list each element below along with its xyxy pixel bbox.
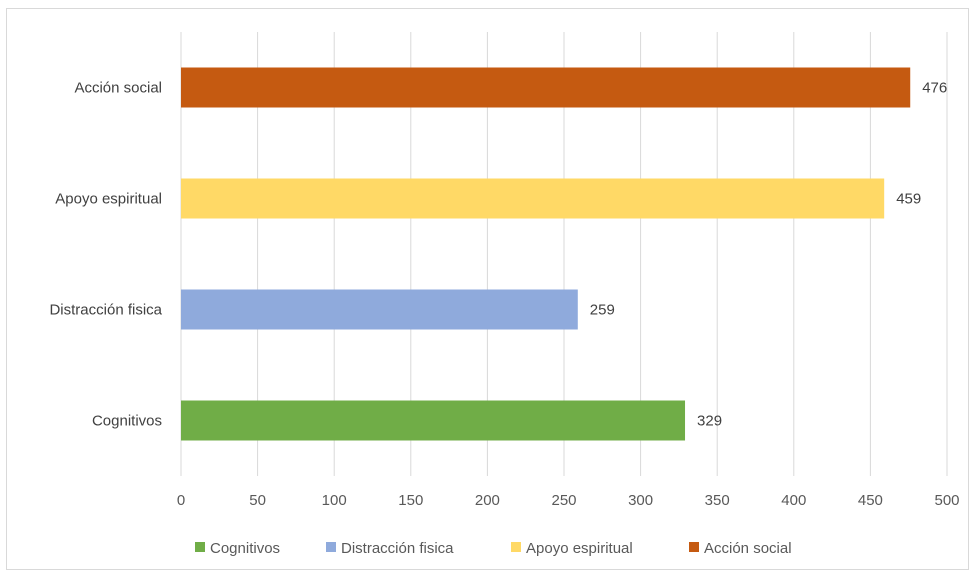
bar [181,400,686,441]
x-tick-label: 0 [177,492,185,509]
x-tick-label: 50 [249,492,266,509]
x-tick-label: 250 [551,492,576,509]
x-tick-label: 350 [705,492,730,509]
bars [181,67,911,441]
category-label: Distracción fisica [49,302,162,319]
x-tick-label: 100 [322,492,347,509]
x-tick-label: 500 [934,492,959,509]
legend: Cognitivos Distracción fisica Apoyo espiri… [195,540,792,557]
data-label: 259 [590,302,615,319]
x-tick-label: 150 [398,492,423,509]
x-tick-label: 400 [781,492,806,509]
x-tick-label: 200 [475,492,500,509]
category-label: Cognitivos [92,413,162,430]
legend-label: Acción social [704,540,792,557]
legend-swatch [326,542,336,552]
x-tick-label: 450 [858,492,883,509]
data-label: 459 [896,191,921,208]
legend-label: Distracción fisica [341,540,454,557]
x-axis-ticks: 0 50 100 150 200 250 300 350 400 450 500 [177,492,960,509]
category-labels: Cognitivos Distracción fisica Apoyo espiri… [49,80,162,430]
bar [181,67,911,108]
data-label: 476 [922,80,947,97]
data-label: 329 [697,413,722,430]
legend-label: Apoyo espiritual [526,540,633,557]
bar [181,178,885,219]
category-label: Apoyo espiritual [55,191,162,208]
legend-swatch [511,542,521,552]
x-tick-label: 300 [628,492,653,509]
data-labels: 329 259 459 476 [590,80,947,430]
legend-label: Cognitivos [210,540,280,557]
bar [181,289,578,330]
category-label: Acción social [74,80,162,97]
legend-swatch [195,542,205,552]
legend-swatch [689,542,699,552]
